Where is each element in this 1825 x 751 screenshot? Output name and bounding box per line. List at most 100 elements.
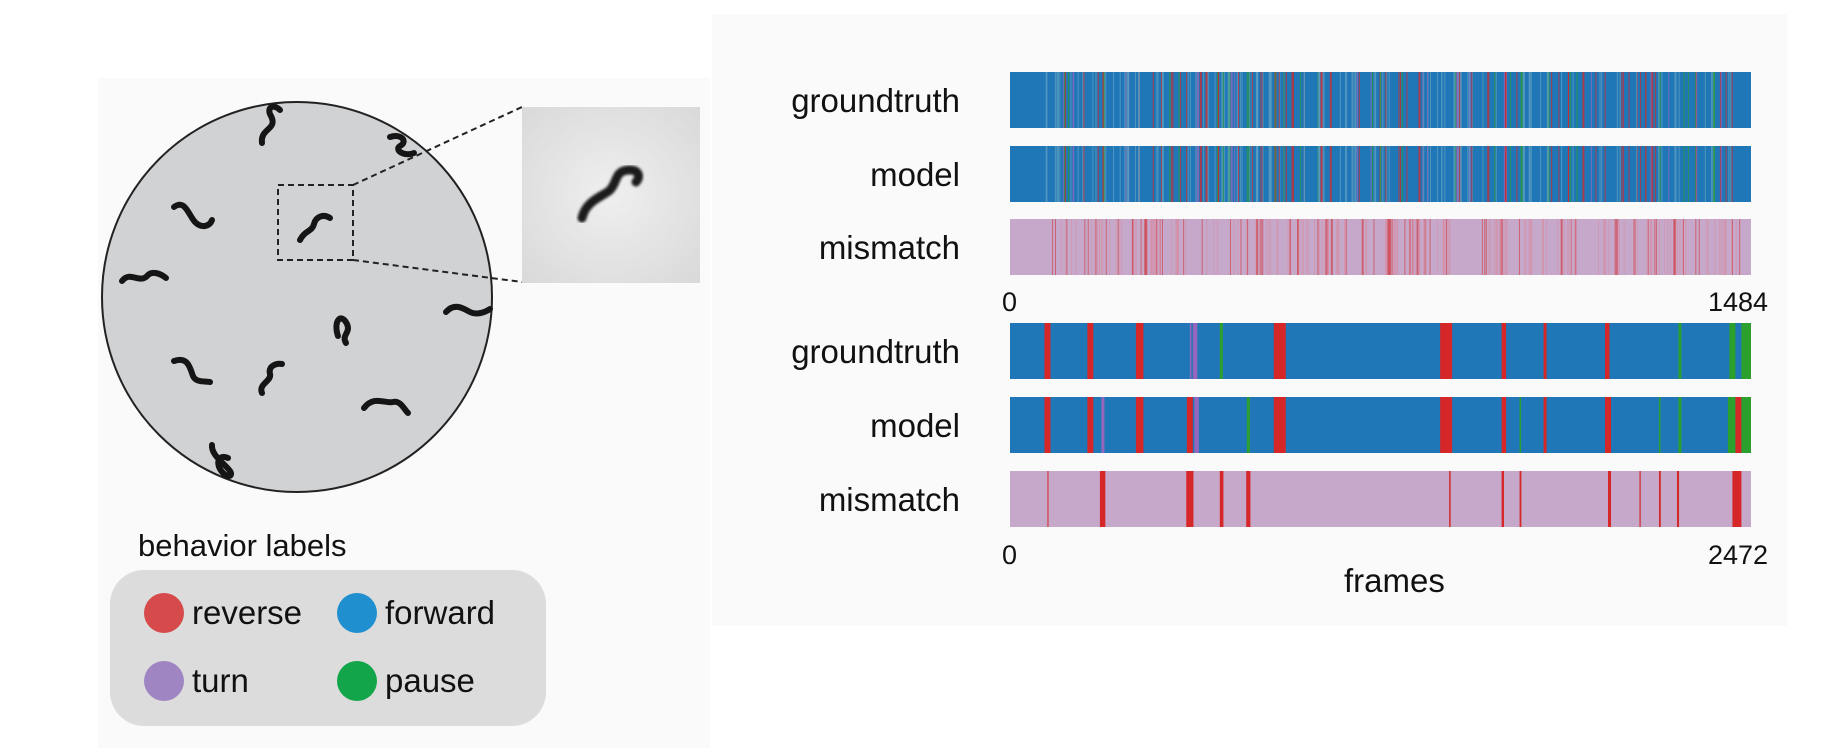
timeline-tick-mark [1731, 146, 1733, 202]
x-tick-label: 2472 [1708, 540, 1769, 570]
timeline-tick-mark [1459, 72, 1462, 128]
timeline-tick-mark [1695, 219, 1697, 275]
timeline-tick-mark [1429, 146, 1431, 202]
timeline-tick-mark [1056, 146, 1058, 202]
timeline-tick-mark [1659, 72, 1661, 128]
timeline-tick-mark [1668, 146, 1670, 202]
timeline-tick-mark [1105, 72, 1107, 128]
timeline-tick-mark [1361, 219, 1364, 275]
legend-label: forward [385, 594, 496, 631]
timeline-tick-mark [1380, 72, 1382, 128]
timeline-tick-mark [1385, 146, 1387, 202]
legend-label: reverse [192, 594, 303, 631]
timeline-tick-mark [1418, 72, 1421, 128]
timeline-tick-mark [1396, 219, 1398, 275]
timeline-tick-mark [1576, 72, 1578, 128]
timeline-tick-mark [1062, 72, 1064, 128]
timeline-tick-mark [1735, 219, 1737, 275]
timeline-tick-mark [1731, 72, 1733, 128]
timeline-tick-mark [1422, 146, 1424, 202]
timeline-tick-mark [1171, 146, 1173, 202]
timeline-tick-mark [1424, 219, 1426, 275]
timeline-tick-mark [1595, 72, 1597, 128]
timeline-tick-mark [1482, 72, 1484, 128]
timeline-tick-mark [1563, 219, 1565, 275]
timeline-tick-mark [1487, 72, 1490, 128]
timeline-tick-mark [1157, 72, 1159, 128]
timeline-tick-mark [1385, 219, 1387, 275]
timeline-tick-mark [1444, 146, 1446, 202]
timeline-tick-mark [1459, 146, 1462, 202]
timeline-segment-turn [1189, 323, 1192, 379]
timeline-tick-mark [1161, 219, 1163, 275]
timeline-tick-mark [1710, 72, 1712, 128]
timeline-tick-mark [1374, 146, 1377, 202]
timeline-tick-mark [1105, 219, 1107, 275]
timeline-tick-mark [1064, 219, 1066, 275]
timeline-tick-mark [1619, 72, 1621, 128]
timeline-tick-mark [1561, 72, 1563, 128]
timeline-tick-mark [1651, 146, 1654, 202]
timeline-tick-mark [1113, 146, 1115, 202]
timeline-segment-reverse [1605, 323, 1610, 379]
timeline-tick-mark [1131, 219, 1133, 275]
timeline-tick-mark [1522, 146, 1525, 202]
timeline-tick-mark [1710, 146, 1712, 202]
timeline-tick-mark [1236, 146, 1238, 202]
timeline-tick-mark [1329, 72, 1332, 128]
timeline-tick-mark [1064, 146, 1066, 202]
timeline-tick-mark [1558, 72, 1560, 128]
timeline-segment-reverse [1186, 397, 1193, 453]
timeline-tick-mark [1379, 146, 1381, 202]
timeline-tick-mark [1234, 146, 1236, 202]
turn-color-swatch [144, 661, 184, 701]
timeline-tick-mark [1695, 146, 1697, 202]
timeline-tick-mark [1655, 72, 1657, 128]
timeline-segment-mismatch [1501, 471, 1504, 527]
timeline-tick-mark [1500, 219, 1503, 275]
timeline-tick-mark [1180, 72, 1182, 128]
timeline-tick-mark [1274, 72, 1276, 128]
timeline-segment-reverse [1135, 397, 1144, 453]
timeline-tick-mark [1230, 146, 1233, 202]
timeline-tick-mark [1528, 72, 1531, 128]
timeline-tick-mark [1102, 146, 1105, 202]
timeline-tick-mark [1094, 219, 1096, 275]
timeline-tick-mark [1082, 146, 1084, 202]
timeline-tick-mark [1634, 219, 1636, 275]
timeline-tick-mark [1728, 72, 1730, 128]
timeline-tick-mark [1388, 146, 1390, 202]
timeline-tick-mark [1297, 219, 1299, 275]
timeline-tick-mark [1370, 72, 1372, 128]
timeline-tick-mark [1546, 146, 1549, 202]
timeline-tick-mark [1055, 219, 1057, 275]
timeline-tick-mark [1540, 72, 1542, 128]
timeline-tick-mark [1169, 146, 1171, 202]
timeline-tick-mark [1257, 146, 1259, 202]
timeline-tick-mark [1720, 219, 1722, 275]
timeline-tick-mark [1599, 146, 1601, 202]
timeline-tick-mark [1505, 219, 1507, 275]
timeline-tick-mark [1442, 219, 1445, 275]
timeline-tick-mark [1659, 146, 1661, 202]
timeline-tick-mark [1622, 72, 1624, 128]
timeline-tick-mark [1683, 146, 1685, 202]
timeline-tick-mark [1730, 72, 1732, 128]
timeline-tick-mark [1379, 72, 1381, 128]
timeline-tick-mark [1704, 146, 1706, 202]
timeline-tick-mark [1103, 146, 1105, 202]
timeline-tick-mark [1320, 146, 1323, 202]
timeline-tick-mark [1595, 146, 1597, 202]
timeline-tick-mark [1059, 72, 1061, 128]
timeline-tick-mark [1628, 72, 1630, 128]
timeline-tick-mark [1227, 72, 1230, 128]
row-label-model: model [870, 156, 960, 193]
timeline-tick-mark [1603, 219, 1605, 275]
timeline-tick-mark [1070, 219, 1072, 275]
timeline-tick-mark [1370, 146, 1372, 202]
row-label-mismatch: mismatch [818, 481, 960, 518]
timeline-segment-turn [1101, 397, 1105, 453]
timeline-tick-mark [1126, 146, 1128, 202]
timeline-tick-mark [1654, 219, 1656, 275]
timeline-tick-mark [1344, 219, 1346, 275]
